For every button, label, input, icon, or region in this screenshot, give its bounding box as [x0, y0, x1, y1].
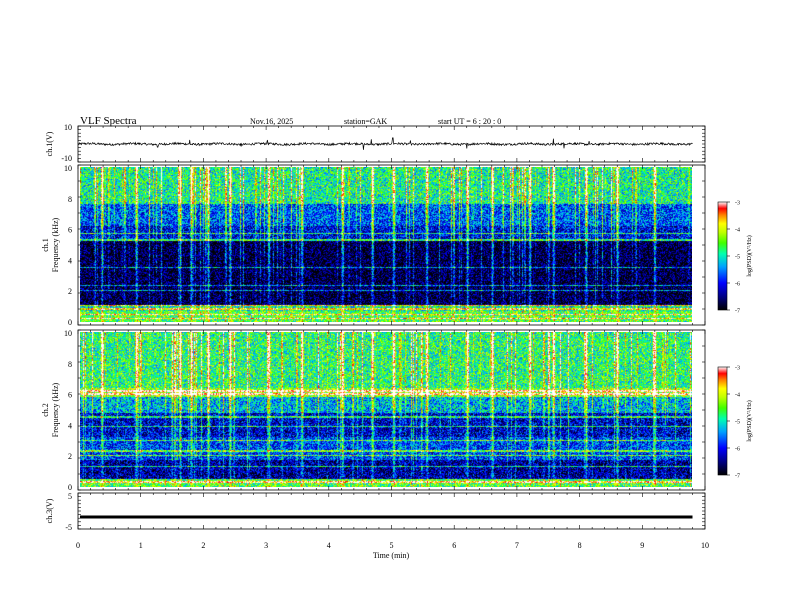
colorbar-tick-label: -3 — [735, 201, 740, 207]
ch1-spectrogram-panel: 0 2 4 6 8 10 ch.1 Frequency (kHz) — [41, 164, 706, 327]
ch2-spec-ylabel-line2: Frequency (kHz) — [51, 382, 60, 437]
ch1-colorbar: -3 -4 -5 -6 -7 log(PSD)(V²/Hz) — [717, 201, 753, 315]
x-tick-label: 3 — [264, 541, 268, 550]
ch3-waveform-trace — [80, 515, 693, 519]
ch3-ylabel: ch.3(V) — [45, 498, 54, 523]
y-tick-label: 4 — [68, 256, 72, 265]
ch3-ytick-top: 5 — [68, 492, 72, 501]
ch1-ytick-bottom: -10 — [61, 154, 72, 163]
colorbar-tick-label: -7 — [735, 309, 740, 315]
ch1-spectrogram-image — [80, 167, 692, 322]
y-tick-label: 0 — [68, 483, 72, 492]
y-tick-label: 8 — [68, 195, 72, 204]
y-tick-label: 0 — [68, 318, 72, 327]
y-tick-label: 6 — [68, 226, 72, 235]
ch2-spectrogram-image — [80, 332, 692, 487]
y-tick-label: 2 — [68, 287, 72, 296]
colorbar-tick-label: -6 — [735, 282, 740, 288]
ch3-waveform-panel: 5 -5 ch.3(V) 0 1 2 3 4 5 6 7 8 9 10 Time (min) — [45, 492, 709, 560]
x-tick-label: 4 — [327, 541, 331, 550]
ch1-spec-ylabel-line2: Frequency (kHz) — [51, 217, 60, 272]
chart-title: VLF Spectra — [80, 115, 137, 127]
y-tick-label: 10 — [64, 164, 72, 173]
ch1-colorbar-strip — [717, 201, 728, 311]
y-tick-label: 6 — [68, 391, 72, 400]
y-tick-label: 10 — [64, 329, 72, 338]
x-axis-label: Time (min) — [373, 551, 410, 560]
ch1-spec-ylabel-line1: ch.1 — [41, 238, 50, 252]
ch1-colorbar-label: log(PSD)(V²/Hz) — [746, 235, 753, 276]
x-tick-label: 2 — [201, 541, 205, 550]
x-tick-label: 9 — [640, 541, 644, 550]
station-label: station=GAK — [344, 117, 387, 126]
y-tick-label: 2 — [68, 452, 72, 461]
start-time-label: start UT = 6 : 20 : 0 — [438, 117, 501, 126]
y-tick-label: 8 — [68, 360, 72, 369]
date-label: Nov.16, 2025 — [250, 117, 293, 126]
x-tick-label: 10 — [701, 541, 709, 550]
ch2-colorbar-strip — [717, 366, 728, 476]
ch2-spectrogram-panel: 0 2 4 6 8 10 ch.2 Frequency (kHz) — [41, 329, 706, 492]
ch1-waveform-panel: 10 -10 ch.1(V) — [45, 123, 706, 163]
colorbar-tick-label: -4 — [735, 228, 740, 234]
x-tick-label: 5 — [390, 541, 394, 550]
x-tick-label: 6 — [452, 541, 456, 550]
x-tick-label: 7 — [515, 541, 519, 550]
ch1-ylabel: ch.1(V) — [45, 131, 54, 156]
colorbar-tick-label: -4 — [735, 393, 740, 399]
ch1-waveform-trace — [77, 137, 693, 150]
colorbar-tick-label: -5 — [735, 255, 740, 261]
ch2-spec-ylabel-line1: ch.2 — [41, 403, 50, 417]
colorbar-tick-label: -3 — [735, 366, 740, 372]
ch2-colorbar-label: log(PSD)(V²/Hz) — [746, 400, 753, 441]
colorbar-tick-label: -5 — [735, 420, 740, 426]
y-tick-label: 4 — [68, 421, 72, 430]
ch3-waveform-frame — [77, 492, 706, 530]
ch3-ytick-bottom: -5 — [65, 523, 72, 532]
ch1-ytick-top: 10 — [64, 123, 72, 132]
x-tick-label: 1 — [139, 541, 143, 550]
ch2-colorbar: -3 -4 -5 -6 -7 log(PSD)(V²/Hz) — [717, 366, 753, 480]
x-tick-label: 8 — [578, 541, 582, 550]
colorbar-tick-label: -6 — [735, 447, 740, 453]
x-tick-label: 0 — [76, 541, 80, 550]
colorbar-tick-label: -7 — [735, 474, 740, 480]
